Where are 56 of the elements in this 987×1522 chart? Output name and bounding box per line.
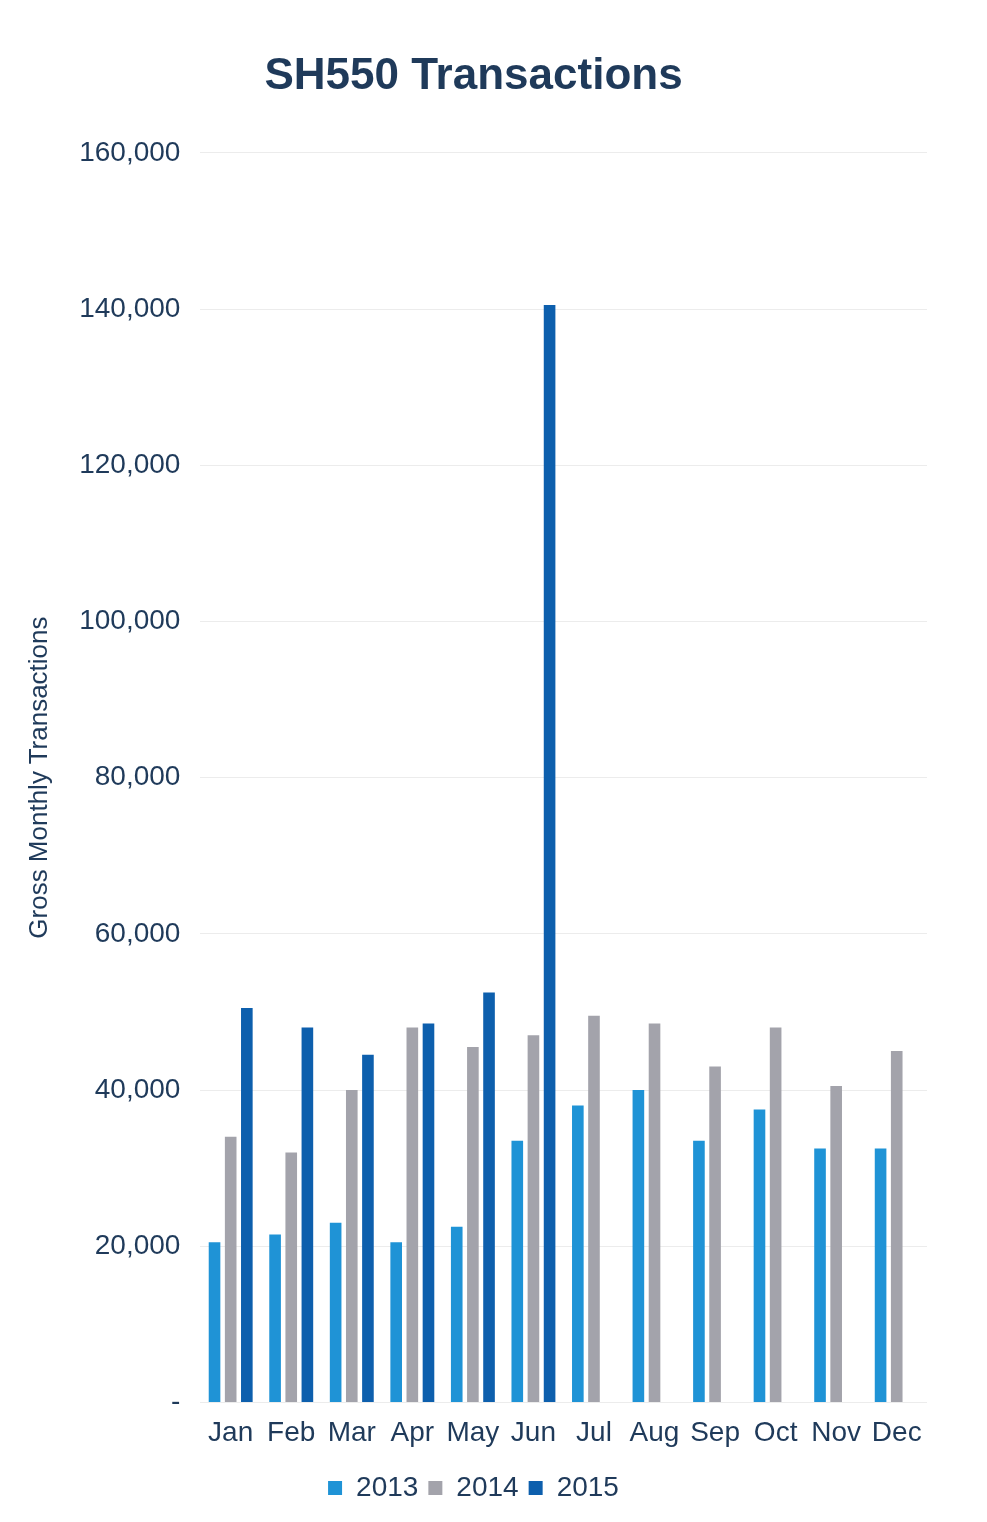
y-tick-label: 140,000 [79,291,181,323]
bar [241,1008,253,1402]
bar [269,1234,281,1402]
y-tick-label: - [171,1385,181,1417]
bar [390,1242,402,1402]
x-tick-label: Oct [753,1415,798,1447]
bar [285,1152,298,1402]
x-tick-label: Sep [690,1415,740,1447]
bar [693,1140,705,1402]
bar [830,1086,842,1402]
y-tick-label: 80,000 [94,760,181,792]
bar [329,1222,342,1402]
bar [588,1015,600,1402]
x-tick-label: Jan [208,1415,254,1447]
bar [769,1027,782,1402]
x-tick-label: Mar [327,1415,376,1447]
bar [648,1023,661,1402]
x-tick-label: Feb [267,1415,316,1447]
bar [543,305,556,1402]
bar [814,1148,826,1402]
y-tick-label: 60,000 [94,916,181,948]
bar [511,1140,524,1402]
chart-title: SH550 Transactions [264,48,683,98]
x-tick-label: Dec [871,1415,922,1447]
x-tick-label: Jun [510,1415,557,1447]
bar [890,1050,903,1402]
bar [709,1066,721,1402]
bar [301,1027,314,1402]
bar [406,1027,419,1402]
legend-label: 2013 [356,1470,419,1502]
x-tick-label: Jul [576,1415,612,1447]
y-tick-label: 20,000 [94,1228,181,1260]
bar [527,1035,540,1402]
x-tick-label: Aug [629,1415,680,1447]
y-axis-title: Gross Monthly Transactions [22,616,53,939]
bar [874,1148,887,1402]
y-tick-label: 40,000 [94,1072,181,1104]
x-tick-label: May [446,1415,500,1447]
y-tick-label: 100,000 [79,604,181,636]
bar [483,992,495,1402]
legend-label: 2014 [456,1470,519,1502]
bar [467,1047,479,1402]
x-tick-label: Nov [811,1415,862,1447]
bar [224,1136,237,1402]
y-tick-label: 120,000 [79,447,181,479]
legend-label: 2015 [556,1470,619,1502]
bar [422,1023,435,1402]
bar [753,1109,766,1402]
bar [572,1105,584,1402]
y-tick-label: 160,000 [79,135,181,167]
bar [632,1090,645,1402]
bar [450,1226,463,1402]
bar [208,1242,221,1402]
bar [345,1090,358,1402]
bar [362,1054,374,1402]
x-tick-label: Apr [390,1415,435,1447]
